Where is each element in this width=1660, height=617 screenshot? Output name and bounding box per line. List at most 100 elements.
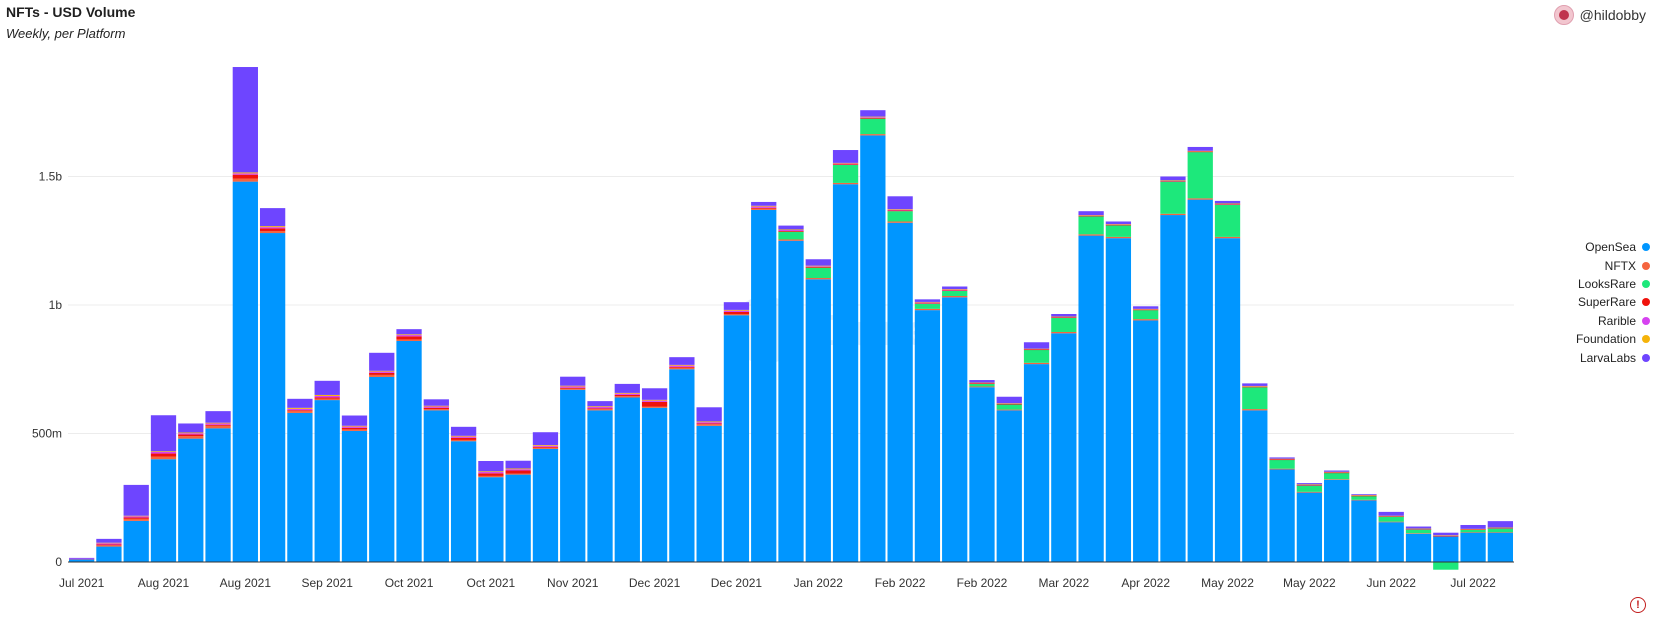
bar-segment-nftx[interactable]: [150, 456, 177, 460]
bar-segment-superrare[interactable]: [1078, 215, 1104, 217]
bar-segment-nftx[interactable]: [696, 424, 722, 426]
bar-segment-larvalabs[interactable]: [778, 225, 804, 230]
bar-segment-larvalabs[interactable]: [1405, 526, 1432, 529]
bar-segment-rarible[interactable]: [341, 426, 368, 428]
bar-segment-superrare[interactable]: [369, 372, 395, 375]
bar-segment-nftx[interactable]: [532, 447, 559, 449]
bar-segment-nftx[interactable]: [1187, 198, 1213, 200]
bar-segment-foundation[interactable]: [314, 394, 340, 396]
bar-segment-larvalabs[interactable]: [560, 376, 586, 386]
bar-segment-superrare[interactable]: [341, 427, 368, 430]
bar-segment-foundation[interactable]: [259, 226, 286, 228]
bar-segment-foundation[interactable]: [1160, 180, 1186, 181]
legend-item-nftx[interactable]: NFTX: [1576, 256, 1650, 274]
bar-segment-superrare[interactable]: [150, 453, 177, 457]
bar-segment-nftx[interactable]: [96, 545, 122, 547]
bar-segment-looksrare[interactable]: [1187, 152, 1213, 199]
bar-segment-rarible[interactable]: [696, 422, 722, 424]
bar-segment-nftx[interactable]: [1133, 319, 1159, 321]
bar-segment-opensea[interactable]: [532, 448, 559, 562]
bar-segment-foundation[interactable]: [1351, 494, 1377, 496]
bar-segment-larvalabs[interactable]: [614, 383, 640, 393]
bar-segment-rarible[interactable]: [614, 393, 640, 395]
bar-segment-foundation[interactable]: [969, 382, 995, 384]
bar-segment-larvalabs[interactable]: [69, 557, 95, 559]
bar-segment-opensea[interactable]: [205, 428, 231, 562]
bar-segment-opensea[interactable]: [1324, 479, 1350, 562]
bar-segment-larvalabs[interactable]: [887, 196, 913, 210]
bar-segment-rarible[interactable]: [532, 445, 559, 447]
bar-segment-nftx[interactable]: [1324, 479, 1350, 480]
bar-segment-looksrare[interactable]: [887, 211, 913, 222]
bar-segment-nftx[interactable]: [341, 429, 368, 431]
bar-segment-superrare[interactable]: [205, 424, 231, 426]
bar-segment-rarible[interactable]: [560, 386, 586, 388]
bar-segment-larvalabs[interactable]: [1324, 470, 1350, 472]
bar-segment-larvalabs[interactable]: [1269, 457, 1295, 459]
bar-segment-superrare[interactable]: [123, 517, 149, 519]
bar-segment-nftx[interactable]: [614, 396, 640, 398]
bar-segment-superrare[interactable]: [1324, 472, 1350, 474]
bar-segment-looksrare[interactable]: [1405, 529, 1432, 534]
bar-segment-superrare[interactable]: [1105, 224, 1132, 226]
legend-item-looksrare[interactable]: LooksRare: [1576, 275, 1650, 293]
bar-segment-foundation[interactable]: [341, 425, 368, 427]
bar-segment-looksrare[interactable]: [1378, 516, 1404, 522]
bar-segment-rarible[interactable]: [641, 400, 668, 402]
bar-segment-rarible[interactable]: [805, 266, 831, 267]
bar-segment-larvalabs[interactable]: [723, 302, 750, 310]
bar-segment-superrare[interactable]: [478, 473, 504, 476]
bar-segment-larvalabs[interactable]: [1105, 221, 1132, 225]
bar-segment-looksrare[interactable]: [1433, 562, 1459, 570]
bar-segment-looksrare[interactable]: [996, 404, 1022, 410]
bar-segment-larvalabs[interactable]: [942, 286, 968, 290]
bar-segment-larvalabs[interactable]: [178, 423, 204, 433]
bar-segment-foundation[interactable]: [1378, 515, 1404, 517]
bar-segment-looksrare[interactable]: [1324, 472, 1350, 480]
bar-segment-nftx[interactable]: [805, 278, 831, 280]
bar-segment-larvalabs[interactable]: [123, 484, 149, 516]
bar-segment-looksrare[interactable]: [860, 118, 886, 135]
bar-segment-rarible[interactable]: [314, 395, 340, 398]
bar-segment-opensea[interactable]: [1269, 469, 1295, 562]
bar-segment-opensea[interactable]: [396, 340, 422, 562]
bar-segment-larvalabs[interactable]: [1487, 521, 1513, 528]
bar-segment-looksrare[interactable]: [832, 164, 859, 183]
bar-segment-opensea[interactable]: [1433, 536, 1459, 562]
bar-segment-foundation[interactable]: [205, 422, 231, 424]
bar-segment-superrare[interactable]: [860, 117, 886, 119]
bar-segment-foundation[interactable]: [942, 289, 968, 290]
bar-segment-superrare[interactable]: [723, 311, 750, 314]
bar-segment-opensea[interactable]: [505, 474, 531, 562]
bar-segment-opensea[interactable]: [778, 240, 804, 562]
bar-segment-rarible[interactable]: [505, 469, 531, 471]
bar-segment-foundation[interactable]: [996, 403, 1022, 404]
bar-segment-superrare[interactable]: [587, 408, 613, 410]
bar-segment-larvalabs[interactable]: [1160, 176, 1186, 181]
bar-segment-foundation[interactable]: [1269, 458, 1295, 460]
bar-segment-foundation[interactable]: [505, 468, 531, 470]
bar-segment-superrare[interactable]: [1351, 495, 1377, 497]
bar-segment-superrare[interactable]: [832, 164, 859, 165]
bar-segment-nftx[interactable]: [942, 296, 968, 298]
bar-segment-looksrare[interactable]: [1296, 485, 1323, 492]
bar-segment-looksrare[interactable]: [1351, 495, 1377, 500]
legend-item-larvalabs[interactable]: LarvaLabs: [1576, 348, 1650, 366]
bar-segment-nftx[interactable]: [1296, 491, 1323, 493]
bar-segment-rarible[interactable]: [478, 472, 504, 474]
bar-segment-looksrare[interactable]: [1051, 317, 1077, 332]
bar-segment-larvalabs[interactable]: [423, 399, 449, 406]
bar-segment-foundation[interactable]: [805, 265, 831, 267]
bar-segment-nftx[interactable]: [205, 425, 231, 429]
bar-segment-nftx[interactable]: [1405, 533, 1432, 534]
bar-segment-superrare[interactable]: [669, 366, 695, 368]
bar-segment-nftx[interactable]: [1378, 521, 1404, 523]
bar-segment-rarible[interactable]: [123, 516, 149, 518]
bar-segment-nftx[interactable]: [232, 178, 258, 182]
bar-segment-foundation[interactable]: [669, 364, 695, 366]
bar-segment-superrare[interactable]: [887, 210, 913, 212]
bar-segment-larvalabs[interactable]: [1214, 200, 1241, 204]
bar-segment-larvalabs[interactable]: [1351, 494, 1377, 495]
bar-segment-nftx[interactable]: [423, 409, 449, 411]
bar-segment-superrare[interactable]: [423, 407, 449, 410]
